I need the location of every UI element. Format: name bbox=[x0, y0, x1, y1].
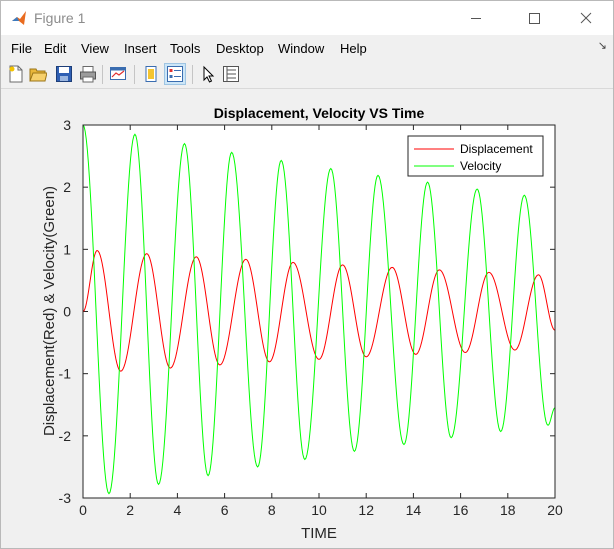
menu-insert[interactable]: Insert bbox=[124, 41, 157, 56]
series-line-velocity bbox=[82, 124, 556, 495]
x-tick-label: 12 bbox=[358, 502, 374, 518]
legend-box bbox=[407, 135, 544, 177]
x-tick-label: 10 bbox=[311, 502, 327, 518]
legend[interactable]: Displacement Velocity bbox=[407, 135, 544, 177]
menu-window[interactable]: Window bbox=[278, 41, 325, 56]
open-file-icon[interactable] bbox=[29, 65, 47, 83]
axes-box bbox=[82, 124, 556, 499]
menu-tools[interactable]: Tools bbox=[170, 41, 201, 56]
y-axis-label: Displacement(Red) & Velocity(Green) bbox=[41, 186, 58, 436]
menu-edit[interactable]: Edit bbox=[44, 41, 67, 56]
show-plot-tools-button[interactable] bbox=[164, 63, 186, 85]
toolbar-separator bbox=[192, 65, 193, 84]
toolbar-dock-arrow-icon[interactable]: ↘ bbox=[597, 40, 607, 52]
new-figure-icon[interactable] bbox=[7, 65, 25, 83]
print-icon[interactable] bbox=[79, 65, 97, 83]
menu-help[interactable]: Help bbox=[340, 41, 367, 56]
axes-background bbox=[83, 125, 555, 498]
x-tick-label: 8 bbox=[268, 502, 276, 518]
toolbar-separator bbox=[134, 65, 135, 84]
legend-label-velocity: Velocity bbox=[460, 159, 501, 173]
series-line-displacement bbox=[82, 250, 556, 372]
maximize-button[interactable] bbox=[511, 1, 557, 35]
link-plot-icon[interactable] bbox=[109, 65, 127, 83]
close-button[interactable] bbox=[563, 1, 609, 35]
chart-title: Displacement, Velocity VS Time bbox=[214, 105, 425, 121]
menu-file[interactable]: File bbox=[11, 41, 32, 56]
window-title: Figure 1 bbox=[34, 10, 86, 26]
matlab-logo-icon bbox=[12, 11, 26, 25]
y-tick-label: 2 bbox=[63, 179, 71, 195]
minimize-icon bbox=[471, 18, 481, 19]
x-tick-label: 2 bbox=[126, 502, 134, 518]
figure-canvas[interactable]: Displacement, Velocity VS Time TIME Disp… bbox=[6, 93, 609, 544]
y-tick-label: -1 bbox=[59, 366, 72, 382]
menu-desktop[interactable]: Desktop bbox=[216, 41, 264, 56]
x-tick-label: 16 bbox=[453, 502, 469, 518]
toolbar-separator bbox=[102, 65, 103, 84]
y-tick-label: -2 bbox=[59, 428, 72, 444]
series-lines bbox=[82, 124, 556, 495]
edit-plot-arrow-icon[interactable] bbox=[199, 65, 217, 83]
property-inspector-icon[interactable] bbox=[222, 65, 240, 83]
minimize-button[interactable] bbox=[453, 1, 499, 35]
maximize-icon bbox=[529, 13, 540, 24]
y-tick-label: -3 bbox=[59, 490, 72, 506]
x-tick-label: 6 bbox=[221, 502, 229, 518]
y-tick-label: 3 bbox=[63, 117, 71, 133]
chart[interactable]: Displacement, Velocity VS Time TIME Disp… bbox=[6, 93, 609, 544]
close-icon bbox=[580, 12, 592, 24]
x-axis-label: TIME bbox=[301, 525, 337, 542]
legend-label-displacement: Displacement bbox=[460, 142, 533, 156]
y-tick-label: 1 bbox=[63, 241, 71, 257]
x-tick-label: 14 bbox=[406, 502, 422, 518]
x-tick-label: 20 bbox=[547, 502, 563, 518]
show-plot-tools-icon bbox=[167, 66, 183, 82]
menu-view[interactable]: View bbox=[81, 41, 109, 56]
hide-plot-tools-icon[interactable] bbox=[142, 65, 160, 83]
title-bar[interactable]: Figure 1 bbox=[1, 1, 613, 35]
x-tick-label: 4 bbox=[174, 502, 182, 518]
toolbar bbox=[1, 61, 613, 89]
menu-bar: File Edit View Insert Tools Desktop Wind… bbox=[1, 37, 613, 59]
y-tick-label: 0 bbox=[63, 304, 71, 320]
x-tick-label: 0 bbox=[79, 502, 87, 518]
x-tick-label: 18 bbox=[500, 502, 516, 518]
save-icon[interactable] bbox=[55, 65, 73, 83]
